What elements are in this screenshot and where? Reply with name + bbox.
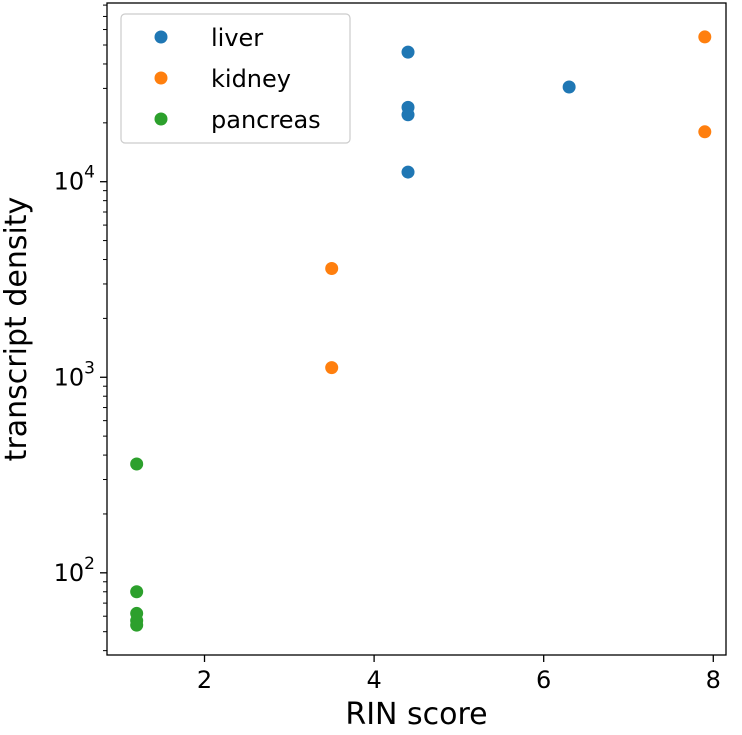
legend-label-liver: liver: [211, 24, 263, 52]
data-points: [130, 30, 712, 632]
kidney-point: [698, 125, 712, 139]
legend-label-kidney: kidney: [211, 65, 291, 93]
liver-point: [401, 108, 415, 122]
x-tick-label: 4: [366, 666, 381, 694]
pancreas-point: [130, 457, 144, 471]
kidney-point: [325, 361, 339, 375]
y-tick-label: 104: [54, 163, 95, 196]
y-tick-exponent: 2: [84, 554, 95, 574]
x-axis-ticks: 2 4 6 8: [197, 655, 721, 694]
liver-point: [401, 165, 415, 179]
legend-marker-kidney: [154, 71, 168, 85]
legend-box: [120, 13, 351, 144]
y-tick-base: 10: [54, 168, 85, 196]
y-tick-label: 102: [54, 554, 95, 587]
liver-point: [562, 80, 576, 94]
y-tick-base: 10: [54, 559, 85, 587]
y-tick-exponent: 3: [84, 358, 95, 378]
x-tick-label: 8: [706, 666, 721, 694]
pancreas-point: [130, 585, 144, 599]
kidney-point: [325, 261, 339, 275]
legend-marker-pancreas: [154, 112, 168, 126]
liver-point: [401, 45, 415, 59]
kidney-point: [698, 30, 712, 44]
plot-frame: [106, 2, 727, 656]
legend-label-pancreas: pancreas: [211, 106, 321, 134]
y-axis-label: transcript density: [0, 197, 34, 462]
legend-marker-liver: [154, 30, 168, 44]
y-tick-label: 103: [54, 358, 95, 391]
y-minor-ticks: [103, 4, 107, 652]
x-axis-label: RIN score: [345, 697, 487, 732]
x-tick-label: 2: [197, 666, 212, 694]
y-tick-base: 10: [54, 363, 85, 391]
x-tick-label: 6: [536, 666, 551, 694]
legend: liver kidney pancreas: [120, 13, 351, 144]
pancreas-point: [130, 618, 144, 632]
y-tick-exponent: 4: [84, 163, 95, 183]
